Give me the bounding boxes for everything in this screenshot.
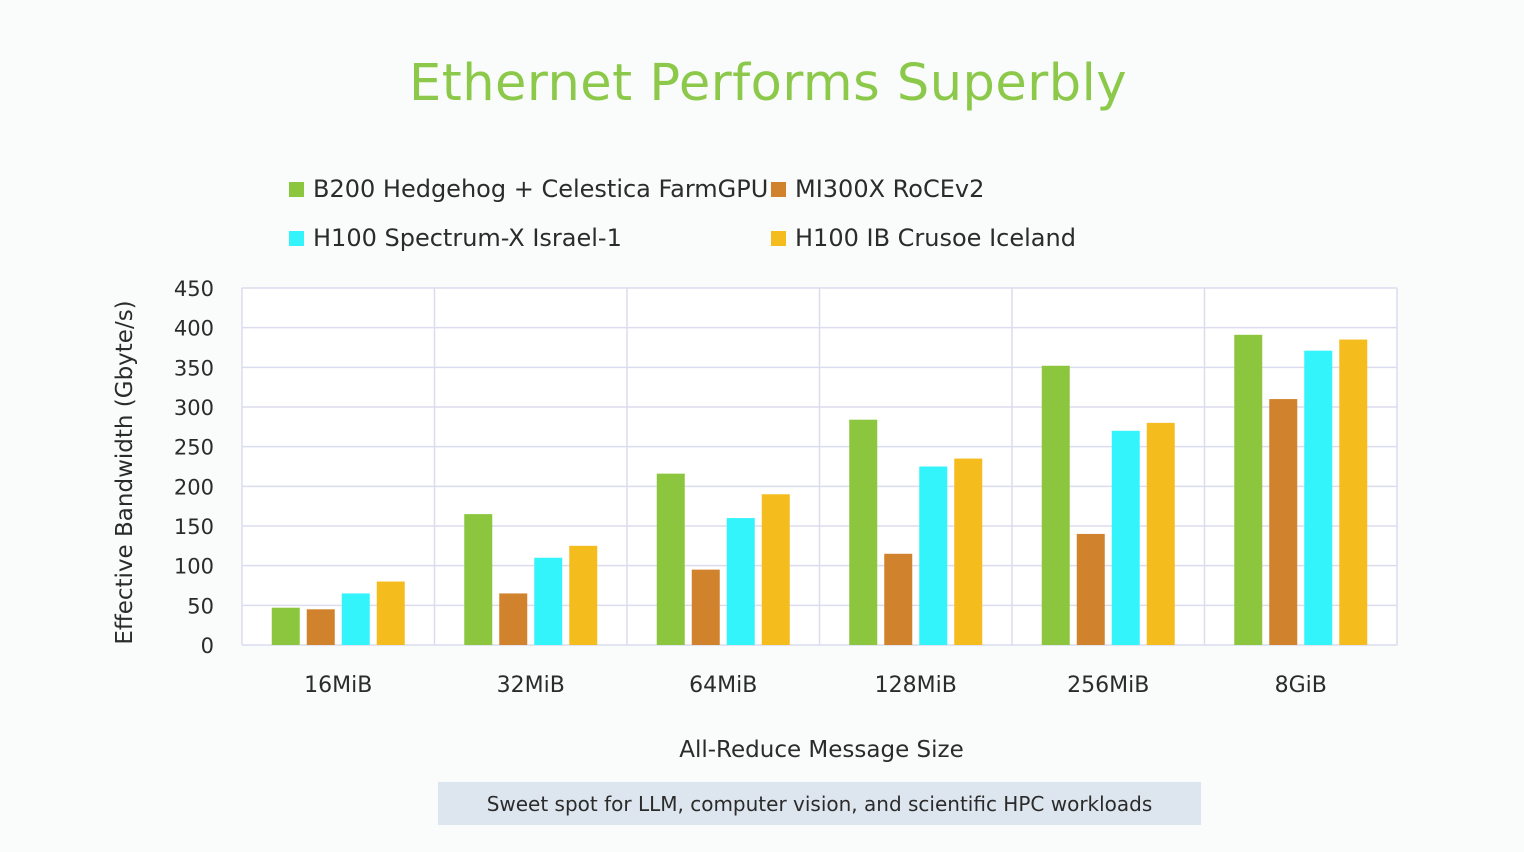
bar [464, 514, 493, 645]
bar [1234, 334, 1263, 645]
legend-swatch-h100-ib [771, 230, 786, 246]
y-tick-label: 300 [174, 396, 214, 420]
bar [271, 607, 300, 645]
bar [849, 419, 878, 645]
bar [954, 458, 983, 645]
bar [1041, 365, 1070, 645]
bar [534, 557, 563, 645]
x-tick-label: 256MiB [1067, 673, 1149, 698]
legend-label-b200: B200 Hedgehog + Celestica FarmGPU [313, 175, 769, 203]
x-tick-label: 128MiB [875, 673, 957, 698]
bar [569, 545, 598, 645]
y-tick-label: 350 [174, 356, 214, 380]
x-tick-label: 64MiB [689, 673, 757, 698]
y-tick-label: 200 [174, 475, 214, 499]
footnote-banner: Sweet spot for LLM, computer vision, and… [438, 782, 1201, 825]
legend-item-mi300x: MI300X RoCEv2 [771, 175, 984, 203]
bar [919, 466, 948, 645]
bar [1269, 399, 1298, 645]
footnote-text: Sweet spot for LLM, computer vision, and… [486, 791, 1153, 816]
y-tick-label: 100 [174, 555, 214, 579]
legend-label-h100-ib: H100 IB Crusoe Iceland [795, 224, 1076, 252]
bar [761, 494, 790, 645]
legend-item-h100-ib: H100 IB Crusoe Iceland [771, 224, 1076, 252]
y-tick-label: 250 [174, 436, 214, 460]
legend-swatch-b200 [289, 181, 304, 197]
x-tick-label: 32MiB [497, 673, 565, 698]
bar [1146, 422, 1175, 645]
legend-label-mi300x: MI300X RoCEv2 [795, 175, 985, 203]
y-axis-title: Effective Bandwidth (Gbyte/s) [112, 300, 138, 644]
bar [1076, 533, 1105, 645]
bar [1339, 339, 1368, 645]
legend-item-h100-spectrum: H100 Spectrum-X Israel-1 [289, 224, 622, 252]
x-tick-label: 16MiB [304, 673, 372, 698]
y-tick-label: 400 [174, 317, 214, 341]
y-tick-label: 0 [201, 634, 214, 658]
y-tick-label: 450 [174, 277, 214, 301]
legend-swatch-mi300x [771, 181, 786, 197]
legend-swatch-h100-spectrum [289, 230, 304, 246]
bar [499, 593, 528, 645]
x-axis-title: All-Reduce Message Size [679, 737, 964, 763]
bar [306, 609, 335, 645]
bar [341, 593, 370, 645]
bar [376, 581, 405, 645]
x-tick-label: 8GiB [1275, 673, 1327, 698]
legend-item-b200: B200 Hedgehog + Celestica FarmGPU [289, 175, 768, 203]
y-tick-label: 50 [187, 594, 214, 618]
bar [1111, 430, 1140, 645]
y-tick-label: 150 [174, 515, 214, 539]
legend-label-h100-spectrum: H100 Spectrum-X Israel-1 [313, 224, 622, 252]
bar [1304, 350, 1333, 645]
slide-title: Ethernet Performs Superbly [408, 54, 1127, 113]
bar [884, 553, 913, 645]
bar [726, 518, 755, 645]
bar [656, 473, 685, 645]
bar [691, 569, 720, 645]
